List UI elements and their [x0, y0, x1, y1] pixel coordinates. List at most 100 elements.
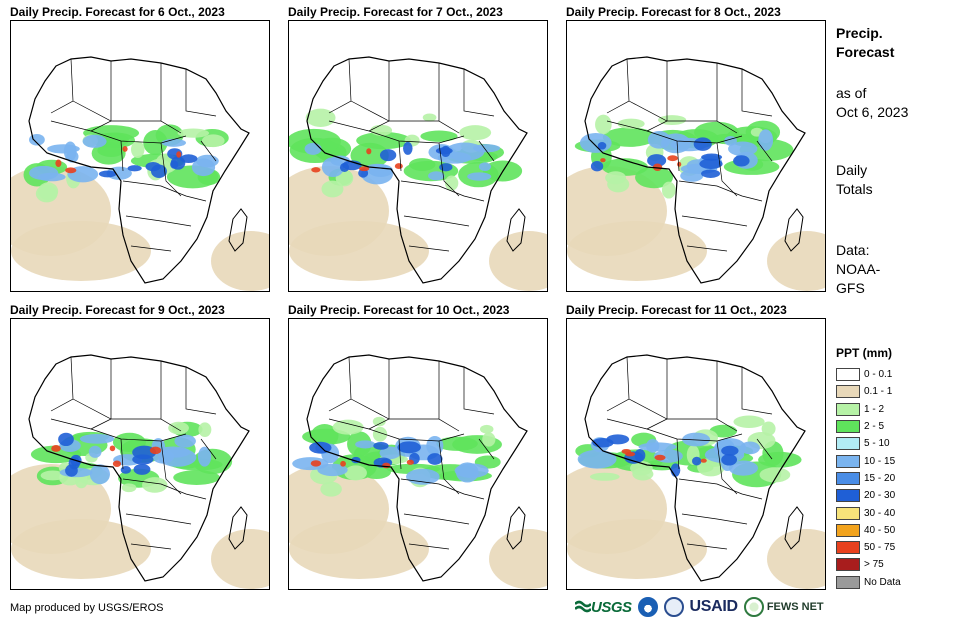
precip-area — [617, 118, 645, 129]
legend: 0 - 0.1 0.1 - 1 1 - 2 2 - 5 5 - 10 10 - … — [836, 366, 936, 591]
precip-area — [379, 149, 397, 162]
madagascar-coastline — [228, 208, 248, 252]
country-border — [72, 100, 161, 122]
legend-item: 0.1 - 1 — [836, 383, 936, 400]
precip-area — [403, 141, 413, 155]
country-border — [408, 543, 450, 550]
country-border — [408, 245, 450, 252]
precip-area — [289, 221, 429, 281]
country-border — [606, 356, 630, 412]
precip-area — [132, 445, 157, 460]
precip-area — [176, 151, 182, 158]
precip-area — [444, 175, 459, 191]
precip-area — [292, 457, 329, 471]
africa-coastline — [584, 56, 806, 284]
precip-area — [58, 432, 74, 447]
usaid-logo: USAID — [690, 598, 739, 616]
fews-globe-icon — [743, 597, 764, 617]
legend-label: 15 - 20 — [864, 472, 896, 484]
fews-text: FEWS NET — [766, 601, 824, 613]
country-border — [130, 543, 172, 550]
country-border — [50, 58, 74, 114]
precip-area — [98, 170, 117, 178]
precip-map — [288, 318, 548, 590]
precip-area — [339, 162, 350, 172]
precip-area — [489, 231, 547, 291]
precip-area — [700, 458, 707, 463]
precip-area — [372, 416, 386, 427]
precip-area — [701, 153, 723, 161]
precip-area — [305, 108, 336, 127]
country-border — [681, 513, 748, 525]
legend-item: 1 - 2 — [836, 401, 936, 418]
precip-area — [40, 470, 65, 481]
precip-area — [692, 456, 702, 466]
precip-area — [350, 142, 389, 169]
country-border — [438, 440, 460, 495]
precip-area — [170, 160, 179, 169]
madagascar-coastline — [228, 506, 248, 550]
legend-label: 50 - 75 — [864, 542, 896, 554]
precip-area — [195, 154, 219, 168]
country-border — [130, 245, 172, 252]
precip-area — [29, 133, 45, 146]
country-border — [125, 513, 192, 525]
precip-area — [728, 460, 759, 476]
partner-logos: USGS USAID FEWS NET — [575, 596, 830, 618]
precip-area — [311, 167, 321, 173]
precip-area — [467, 172, 492, 181]
legend-swatch — [836, 558, 860, 572]
country-border — [328, 58, 352, 114]
precip-area — [379, 446, 401, 460]
precip-area — [654, 454, 666, 461]
precip-area — [682, 432, 711, 447]
legend-item: 10 - 15 — [836, 452, 936, 469]
precip-area — [600, 158, 606, 163]
legend-swatch — [836, 471, 860, 485]
country-border — [478, 140, 495, 162]
country-border — [185, 367, 217, 415]
country-border — [120, 140, 124, 172]
precip-area — [567, 221, 707, 281]
precip-area — [482, 432, 496, 447]
legend-item: 15 - 20 — [836, 470, 936, 487]
africa-coastline — [584, 354, 806, 582]
precip-area — [310, 460, 322, 467]
sidebar-data-line1: Data: — [836, 242, 870, 258]
country-border — [72, 398, 161, 420]
precip-area — [332, 419, 364, 435]
precip-area — [699, 158, 723, 170]
country-border — [716, 63, 738, 134]
legend-item: 30 - 40 — [836, 504, 936, 521]
country-border — [463, 367, 495, 415]
precip-area — [406, 459, 414, 465]
precip-area — [149, 446, 162, 455]
precip-area — [161, 138, 186, 147]
precip-area — [55, 159, 62, 167]
country-border — [628, 398, 717, 420]
madagascar-coastline — [506, 506, 526, 550]
precip-area — [29, 165, 59, 181]
precip-area — [372, 426, 388, 442]
precip-area — [472, 144, 501, 153]
precip-area — [304, 142, 322, 155]
precip-area — [340, 460, 346, 467]
precip-area — [344, 465, 367, 481]
sidebar-data-line2: NOAA- — [836, 261, 881, 277]
precip-area — [420, 130, 458, 142]
country-border — [438, 142, 460, 197]
country-border — [160, 440, 182, 495]
panel-title: Daily Precip. Forecast for 10 Oct., 2023 — [288, 303, 510, 317]
precip-area — [767, 231, 825, 291]
precip-area — [11, 221, 151, 281]
precip-area — [51, 444, 61, 452]
sidebar-title: Precip. Forecast — [836, 24, 894, 62]
sidebar-totals: Daily Totals — [836, 161, 873, 199]
legend-label: 20 - 30 — [864, 490, 896, 502]
precip-area — [406, 468, 440, 485]
precip-area — [427, 453, 443, 465]
precip-area — [79, 433, 115, 444]
precip-area — [693, 137, 712, 151]
country-border — [686, 543, 728, 550]
precip-area — [459, 125, 492, 141]
